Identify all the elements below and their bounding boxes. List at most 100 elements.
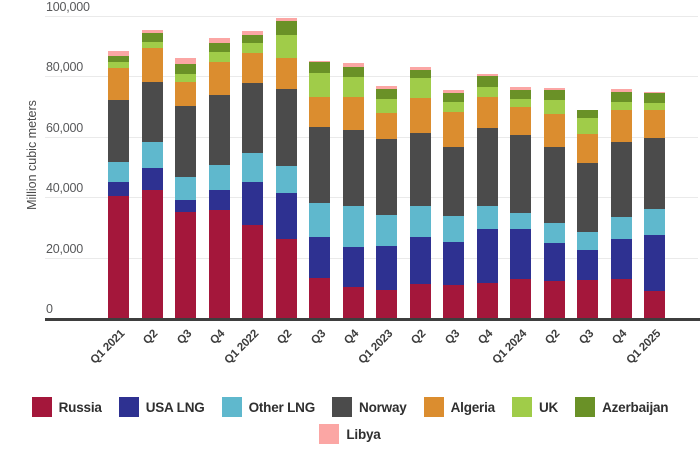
segment-azerbaijan (443, 93, 464, 103)
segment-libya (342, 63, 364, 68)
segment-algeria (108, 68, 129, 100)
bar-2-q3 (175, 58, 196, 318)
segment-russia (208, 210, 230, 318)
legend-item-other-lng[interactable]: Other LNG (221, 397, 315, 417)
segment-libya (108, 51, 129, 56)
segment-algeria (342, 96, 364, 131)
y-tick-label-40000: 40,000 (46, 181, 84, 196)
segment-uk (376, 99, 397, 113)
segment-algeria (208, 62, 230, 96)
segment-norway (175, 105, 196, 177)
segment-russia (309, 278, 330, 318)
segment-uk (275, 35, 297, 59)
segment-norway (141, 82, 163, 142)
segment-other-lng (108, 162, 129, 183)
segment-libya (644, 92, 665, 93)
segment-russia (543, 281, 565, 318)
segment-other-lng (644, 208, 665, 235)
segment-libya (610, 89, 632, 93)
segment-algeria (610, 110, 632, 142)
bar-7-q4 (342, 63, 364, 318)
segment-usa-lng (610, 239, 632, 279)
segment-azerbaijan (543, 89, 565, 100)
segment-norway (443, 147, 464, 216)
legend-swatch-azerbaijan (575, 397, 596, 417)
bar-13-q2 (543, 88, 565, 318)
segment-libya (510, 86, 531, 90)
segment-other-lng (610, 217, 632, 240)
gridline-40000 (45, 197, 698, 199)
segment-usa-lng (242, 182, 263, 225)
segment-azerbaijan (577, 110, 598, 119)
segment-other-lng (141, 141, 163, 168)
segment-algeria (543, 114, 565, 148)
segment-other-lng (208, 165, 230, 190)
segment-usa-lng (342, 246, 364, 287)
segment-algeria (577, 134, 598, 164)
legend-item-usa-lng[interactable]: USA LNG (118, 397, 205, 417)
gridline-100000 (45, 16, 698, 17)
segment-libya (376, 86, 397, 90)
segment-norway (376, 139, 397, 215)
legend-item-libya[interactable]: Libya (319, 424, 381, 444)
segment-other-lng (309, 202, 330, 237)
segment-norway (610, 141, 632, 218)
segment-azerbaijan (409, 70, 431, 79)
legend-label-libya: Libya (346, 426, 381, 442)
segment-uk (342, 76, 364, 97)
legend-item-russia[interactable]: Russia (31, 397, 102, 417)
bar-10-q3 (443, 89, 464, 318)
segment-uk (510, 99, 531, 108)
legend-label-russia: Russia (58, 399, 102, 415)
segment-other-lng (409, 205, 431, 238)
segment-azerbaijan (309, 62, 330, 74)
segment-usa-lng (175, 199, 196, 212)
legend-item-norway[interactable]: Norway (332, 397, 407, 417)
segment-uk (108, 62, 129, 69)
segment-norway (208, 95, 230, 166)
legend-swatch-algeria (423, 397, 444, 417)
segment-other-lng (175, 176, 196, 200)
segment-norway (644, 137, 665, 209)
segment-other-lng (543, 223, 565, 244)
segment-norway (242, 83, 263, 154)
bar-12-q1-2024 (510, 86, 531, 318)
segment-libya (175, 58, 196, 65)
bar-11-q4 (476, 73, 498, 318)
segment-russia (175, 211, 196, 318)
segment-uk (242, 43, 263, 54)
legend-label-uk: UK (538, 399, 559, 415)
segment-russia (108, 195, 129, 318)
segment-russia (577, 279, 598, 318)
segment-algeria (510, 107, 531, 135)
legend-swatch-russia (31, 397, 52, 417)
segment-norway (543, 147, 565, 224)
segment-norway (108, 99, 129, 163)
segment-azerbaijan (208, 43, 230, 53)
legend-item-algeria[interactable]: Algeria (423, 397, 495, 417)
legend-item-azerbaijan[interactable]: Azerbaijan (575, 397, 669, 417)
legend-item-uk[interactable]: UK (511, 397, 559, 417)
segment-uk (577, 118, 598, 135)
x-axis-line (45, 318, 700, 321)
y-axis-title: Million cubic meters (25, 100, 39, 210)
segment-uk (175, 74, 196, 82)
segment-other-lng (376, 214, 397, 247)
segment-russia (610, 278, 632, 318)
segment-norway (476, 127, 498, 206)
legend-swatch-other-lng (221, 397, 242, 417)
segment-algeria (409, 98, 431, 134)
segment-russia (409, 283, 431, 318)
segment-other-lng (577, 231, 598, 250)
segment-usa-lng (476, 228, 498, 283)
segment-usa-lng (108, 182, 129, 196)
segment-russia (510, 278, 531, 318)
bar-4-q1-2022 (242, 31, 263, 318)
bar-14-q3 (577, 109, 598, 318)
bar-6-q3 (309, 60, 330, 318)
legend-row-2: Libya (0, 424, 700, 444)
legend-label-norway: Norway (359, 399, 407, 415)
bar-9-q2 (409, 67, 431, 318)
segment-azerbaijan (644, 92, 665, 103)
